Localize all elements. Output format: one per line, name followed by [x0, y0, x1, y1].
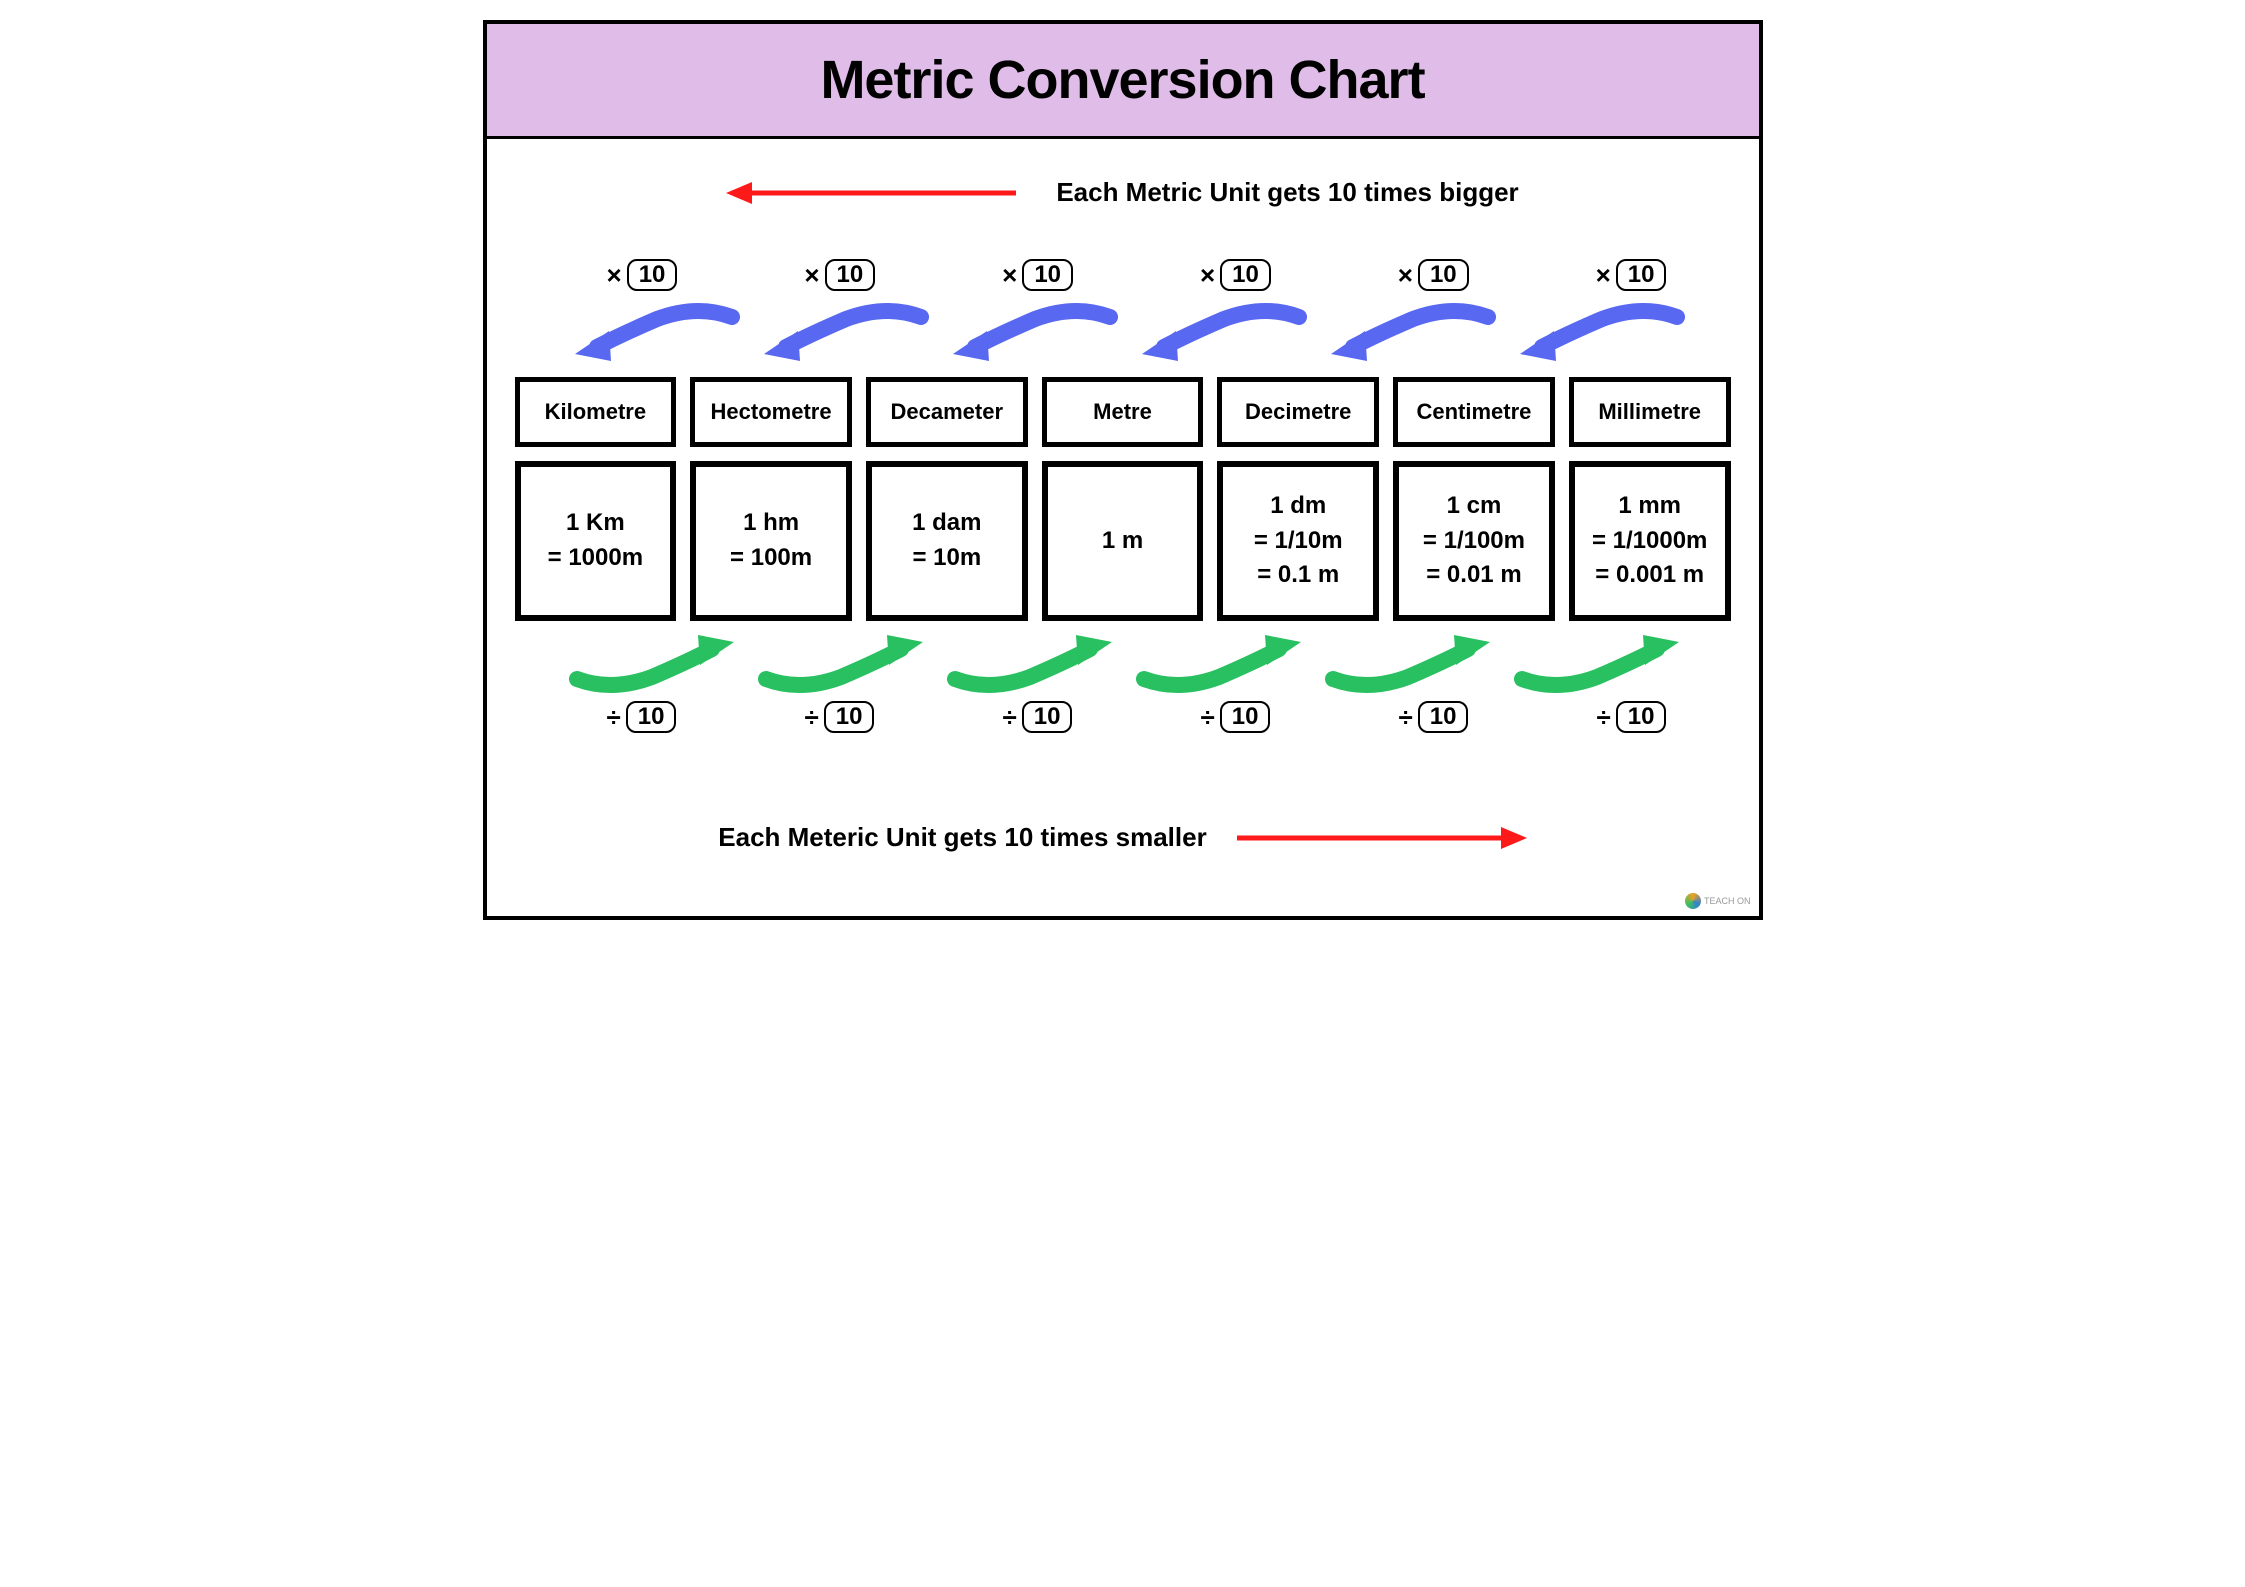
unit-name-box: Centimetre	[1393, 377, 1555, 447]
factor-box: 10	[824, 701, 875, 733]
blue-curved-arrow-icon	[1323, 299, 1498, 369]
factor-box: 10	[1616, 701, 1667, 733]
green-curved-arrow-icon	[1512, 627, 1687, 697]
green-curved-arrow-icon	[1134, 627, 1309, 697]
factor-box: 10	[1220, 701, 1271, 733]
unit-column: Metre 1 m	[1042, 377, 1204, 621]
divide-labels-row: ÷10÷10÷10÷10÷10÷10	[607, 701, 1667, 733]
divide-symbol: ÷	[607, 702, 621, 733]
unit-column: Decimetre 1 dm = 1/10m = 0.1 m	[1217, 377, 1379, 621]
chart-title: Metric Conversion Chart	[820, 49, 1424, 111]
unit-value-box: 1 Km = 1000m	[515, 461, 677, 621]
multiply-symbol: ×	[1002, 260, 1017, 291]
bottom-caption-row: Each Meteric Unit gets 10 times smaller	[487, 822, 1759, 853]
logo-icon	[1685, 893, 1701, 909]
multiply-symbol: ×	[1398, 260, 1413, 291]
unit-value-box: 1 m	[1042, 461, 1204, 621]
red-arrow-left-icon	[726, 180, 1016, 206]
factor-box: 10	[1616, 259, 1667, 291]
factor-box: 10	[626, 701, 677, 733]
chart-body: Each Metric Unit gets 10 times bigger ×1…	[487, 139, 1759, 913]
green-curved-arrow-icon	[945, 627, 1120, 697]
factor-box: 10	[1022, 701, 1073, 733]
logo-text: TEACH ON	[1704, 896, 1751, 906]
unit-column: Millimetre 1 mm = 1/1000m = 0.001 m	[1569, 377, 1731, 621]
unit-value-box: 1 dm = 1/10m = 0.1 m	[1217, 461, 1379, 621]
factor-box: 10	[1418, 701, 1469, 733]
unit-column: Centimetre 1 cm = 1/100m = 0.01 m	[1393, 377, 1555, 621]
divide-symbol: ÷	[1597, 702, 1611, 733]
multiply-label: ×10	[1596, 259, 1667, 291]
multiply-symbol: ×	[804, 260, 819, 291]
blue-curved-arrow-icon	[1134, 299, 1309, 369]
multiply-label: ×10	[1398, 259, 1469, 291]
logo-corner: TEACH ON	[1685, 893, 1751, 909]
multiply-labels-row: ×10×10×10×10×10×10	[607, 259, 1667, 291]
multiply-label: ×10	[804, 259, 875, 291]
factor-box: 10	[627, 259, 678, 291]
top-caption: Each Metric Unit gets 10 times bigger	[1056, 177, 1518, 208]
divide-label: ÷10	[607, 701, 677, 733]
unit-name-box: Metre	[1042, 377, 1204, 447]
factor-box: 10	[1418, 259, 1469, 291]
factor-box: 10	[1220, 259, 1271, 291]
multiply-symbol: ×	[607, 260, 622, 291]
divide-symbol: ÷	[1003, 702, 1017, 733]
unit-name-box: Decimetre	[1217, 377, 1379, 447]
unit-value-box: 1 hm = 100m	[690, 461, 852, 621]
green-curved-arrow-icon	[1323, 627, 1498, 697]
multiply-label: ×10	[1200, 259, 1271, 291]
unit-value-box: 1 mm = 1/1000m = 0.001 m	[1569, 461, 1731, 621]
multiply-label: ×10	[1002, 259, 1073, 291]
unit-name-box: Hectometre	[690, 377, 852, 447]
divide-symbol: ÷	[1399, 702, 1413, 733]
blue-curved-arrow-icon	[945, 299, 1120, 369]
divide-label: ÷10	[805, 701, 875, 733]
multiply-label: ×10	[607, 259, 678, 291]
green-arrows-row	[567, 627, 1687, 697]
divide-label: ÷10	[1597, 701, 1667, 733]
chart-header: Metric Conversion Chart	[487, 24, 1759, 139]
multiply-symbol: ×	[1596, 260, 1611, 291]
divide-label: ÷10	[1003, 701, 1073, 733]
unit-name-box: Decameter	[866, 377, 1028, 447]
top-caption-row: Each Metric Unit gets 10 times bigger	[487, 177, 1759, 208]
unit-value-box: 1 cm = 1/100m = 0.01 m	[1393, 461, 1555, 621]
unit-column: Kilometre 1 Km = 1000m	[515, 377, 677, 621]
blue-curved-arrow-icon	[756, 299, 931, 369]
divide-symbol: ÷	[805, 702, 819, 733]
divide-label: ÷10	[1399, 701, 1469, 733]
red-arrow-right-icon	[1237, 825, 1527, 851]
unit-column: Decameter 1 dam = 10m	[866, 377, 1028, 621]
blue-curved-arrow-icon	[567, 299, 742, 369]
blue-arrows-row	[567, 299, 1687, 369]
unit-column: Hectometre 1 hm = 100m	[690, 377, 852, 621]
factor-box: 10	[825, 259, 876, 291]
divide-symbol: ÷	[1201, 702, 1215, 733]
bottom-caption: Each Meteric Unit gets 10 times smaller	[718, 822, 1206, 853]
factor-box: 10	[1022, 259, 1073, 291]
blue-curved-arrow-icon	[1512, 299, 1687, 369]
conversion-chart: Metric Conversion Chart Each Metric Unit…	[483, 20, 1763, 920]
units-row: Kilometre 1 Km = 1000mHectometre 1 hm = 10…	[515, 377, 1731, 621]
green-curved-arrow-icon	[567, 627, 742, 697]
unit-name-box: Millimetre	[1569, 377, 1731, 447]
divide-label: ÷10	[1201, 701, 1271, 733]
unit-value-box: 1 dam = 10m	[866, 461, 1028, 621]
unit-name-box: Kilometre	[515, 377, 677, 447]
green-curved-arrow-icon	[756, 627, 931, 697]
multiply-symbol: ×	[1200, 260, 1215, 291]
